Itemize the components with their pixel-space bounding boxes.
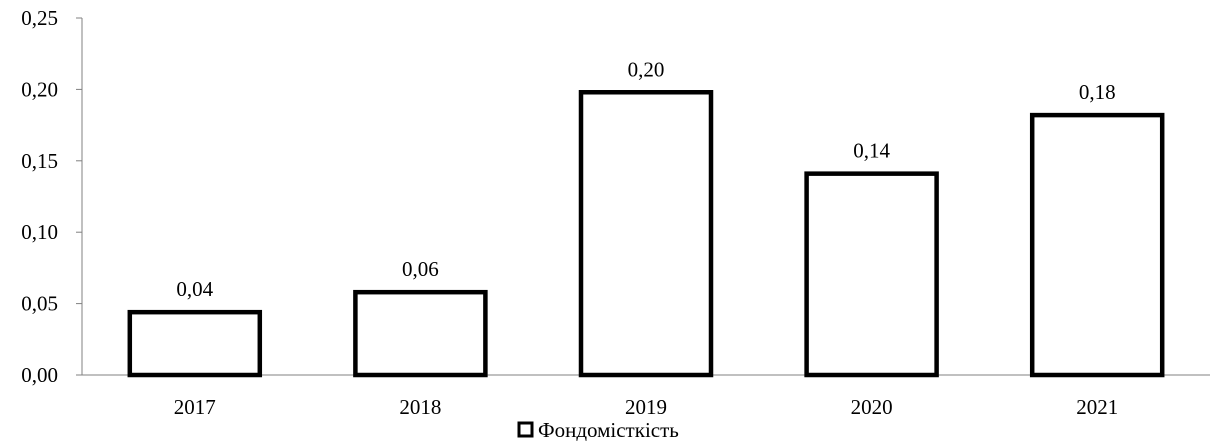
- y-tick-label: 0,10: [21, 220, 58, 244]
- y-tick-label: 0,15: [21, 149, 58, 173]
- legend-swatch: [517, 421, 534, 438]
- bar: [578, 90, 714, 378]
- legend-label: Фондомісткість: [538, 418, 679, 441]
- data-label: 0,04: [176, 277, 213, 301]
- x-tick-label: 2018: [399, 395, 441, 419]
- x-tick-label: 2017: [174, 395, 216, 419]
- data-label: 0,06: [402, 257, 439, 281]
- y-tick-label: 0,20: [21, 77, 58, 101]
- x-tick-label: 2021: [1076, 395, 1118, 419]
- y-tick-label: 0,05: [21, 292, 58, 316]
- data-label: 0,18: [1079, 80, 1116, 104]
- x-tick-label: 2019: [625, 395, 667, 419]
- y-tick-label: 0,25: [21, 6, 58, 30]
- y-tick-label: 0,00: [21, 363, 58, 387]
- bar: [127, 309, 263, 378]
- x-axis: 2017 2018 2019 2020 2021: [82, 374, 1210, 419]
- x-tick-label: 2020: [851, 395, 893, 419]
- bars: [127, 90, 1165, 378]
- bar: [804, 171, 939, 378]
- data-label: 0,14: [853, 139, 890, 163]
- bar: [1029, 112, 1165, 378]
- data-labels: 0,04 0,06 0,20 0,14 0,18: [176, 57, 1115, 301]
- data-label: 0,20: [628, 57, 665, 81]
- y-axis: 0,00 0,05 0,10 0,15 0,20 0,25: [21, 6, 83, 387]
- legend: Фондомісткість: [517, 418, 679, 442]
- bar: [353, 289, 488, 378]
